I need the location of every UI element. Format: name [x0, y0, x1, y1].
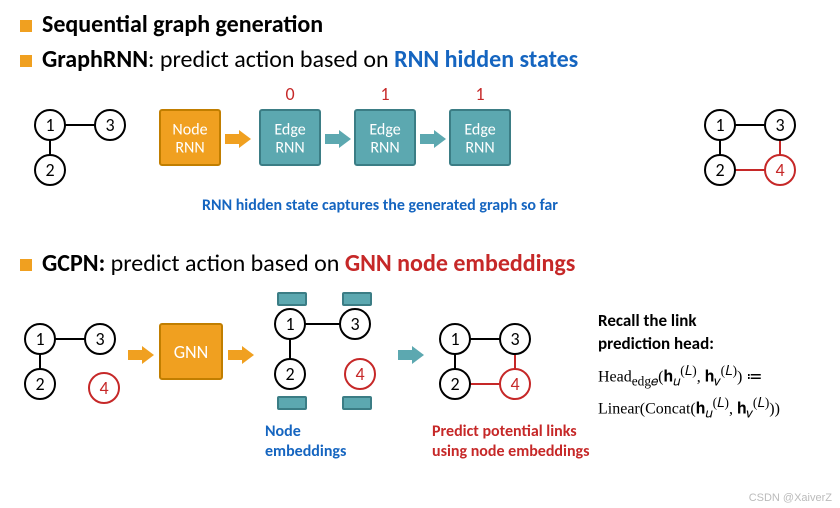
svg-text:2: 2 — [285, 363, 294, 385]
node-rnn-box: Node RNN — [160, 110, 220, 165]
bullet-graphrnn: GraphRNN: predict action based on RNN hi… — [20, 45, 820, 74]
svg-text:1: 1 — [475, 83, 484, 105]
svg-text:3: 3 — [350, 313, 359, 335]
bullet-icon — [20, 259, 32, 271]
svg-text:4: 4 — [510, 373, 519, 395]
gcpn-graph-left: 1 2 3 4 — [25, 324, 119, 403]
gcpn-highlight: GNN node embeddings — [345, 249, 576, 278]
bullet-title: Sequential graph generation — [20, 10, 820, 39]
svg-text:RNN: RNN — [175, 139, 204, 158]
graphrnn-highlight: RNN hidden states — [394, 45, 578, 74]
formula-l2: prediction head: — [598, 333, 714, 354]
svg-text:2: 2 — [450, 373, 459, 395]
caption-pred-2: using node embeddings — [432, 442, 590, 461]
bullet-icon — [20, 55, 32, 67]
f4s2: (𝐿) — [753, 395, 769, 410]
gnn-box: GNN — [160, 324, 222, 379]
svg-text:4: 4 — [355, 363, 364, 385]
svg-text:GNN: GNN — [174, 341, 209, 363]
f4c: )) — [769, 401, 780, 418]
svg-text:RNN: RNN — [370, 139, 399, 158]
arrow-icon — [225, 130, 251, 148]
f3sub: edg𝑒 — [632, 373, 658, 388]
graphrnn-rest: : predict action based on — [148, 45, 394, 74]
graph-right: 1 2 3 4 — [705, 110, 795, 185]
f3sup2: (𝐿) — [721, 363, 737, 378]
svg-text:Edge: Edge — [464, 121, 495, 140]
svg-text:3: 3 — [775, 114, 784, 136]
graph-left: 1 2 3 — [35, 110, 125, 185]
f4a: Linear(Concat(𝐡 — [598, 401, 705, 418]
caption-nodeemb-2: embeddings — [265, 442, 346, 461]
arrow-icon — [398, 346, 424, 364]
watermark: CSDN @XaiverZ — [749, 492, 832, 504]
svg-text:RNN: RNN — [465, 139, 494, 158]
svg-text:1: 1 — [380, 83, 389, 105]
edge-rnn-boxes: EdgeRNN0EdgeRNN1EdgeRNN1 — [260, 83, 510, 165]
svg-text:1: 1 — [715, 114, 724, 136]
svg-text:4: 4 — [775, 159, 784, 181]
gcpn-graph-right: 1 2 3 4 — [440, 324, 530, 399]
svg-text:2: 2 — [35, 373, 44, 395]
gcpn-text: GCPN: predict action based on GNN node e… — [42, 249, 575, 278]
svg-text:4: 4 — [99, 377, 108, 399]
svg-text:3: 3 — [105, 114, 114, 136]
title-text: Sequential graph generation — [42, 10, 323, 39]
svg-text:2: 2 — [715, 159, 724, 181]
f3sup1: (𝐿) — [680, 363, 696, 378]
svg-text:1: 1 — [45, 114, 54, 136]
gcpn-name: GCPN: — [42, 249, 105, 278]
caption-hidden-state: RNN hidden state captures the generated … — [202, 196, 558, 215]
caption-pred-1: Predict potential links — [432, 422, 577, 441]
graphrnn-text: GraphRNN: predict action based on RNN hi… — [42, 45, 578, 74]
formula-l1: Recall the link — [598, 310, 697, 331]
gcpn-graph-mid: 1 2 3 4 — [275, 293, 375, 409]
arrow-icon — [228, 346, 254, 364]
svg-text:2: 2 — [45, 159, 54, 181]
graphrnn-diagram: 123 Node RNN EdgeRNN0EdgeRNN1EdgeRNN1 12… — [20, 80, 820, 240]
caption-nodeemb-1: Node — [265, 422, 301, 441]
f4b: , 𝐡 — [729, 401, 747, 418]
f3c: , 𝐡 — [697, 368, 715, 385]
svg-text:1: 1 — [450, 328, 459, 350]
f3d: ) ≔ — [737, 368, 762, 385]
svg-text:3: 3 — [95, 328, 104, 350]
f3a: Head — [598, 368, 632, 385]
graphrnn-name: GraphRNN — [42, 45, 148, 74]
bullet-gcpn: GCPN: predict action based on GNN node e… — [20, 249, 820, 278]
f3b: (𝐡 — [658, 368, 673, 385]
svg-text:0: 0 — [285, 83, 294, 105]
f4u: 𝑢 — [705, 406, 712, 421]
svg-text:Node: Node — [172, 121, 207, 140]
svg-text:Edge: Edge — [274, 121, 305, 140]
svg-text:3: 3 — [510, 328, 519, 350]
f4s1: (𝐿) — [713, 395, 729, 410]
gcpn-rest: predict action based on — [105, 249, 345, 278]
bullet-icon — [20, 20, 32, 32]
svg-text:RNN: RNN — [275, 139, 304, 158]
svg-text:1: 1 — [285, 313, 294, 335]
arrow-icon — [128, 346, 154, 364]
formula-block: Recall the link prediction head: Headedg… — [598, 310, 818, 423]
svg-text:1: 1 — [35, 328, 44, 350]
svg-text:Edge: Edge — [369, 121, 400, 140]
